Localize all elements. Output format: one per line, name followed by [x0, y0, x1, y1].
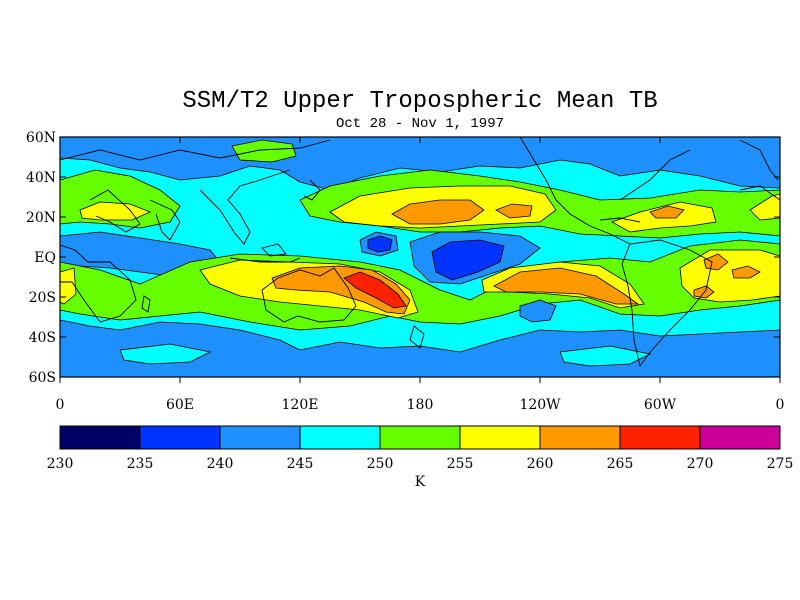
contour-north-orange-pacific: [391, 199, 485, 225]
lat-label: 20S: [29, 290, 56, 306]
colorbar-swatch: [59, 425, 141, 450]
colorbar-tick-label: 265: [607, 456, 634, 472]
colorbar-tick-label: 240: [207, 456, 234, 472]
contour-south-cyan-return-2: [559, 345, 652, 367]
lon-label: 120E: [282, 397, 319, 413]
colorbar-swatch: [299, 425, 381, 450]
lon-label: 0: [56, 397, 65, 413]
lat-label: EQ: [34, 250, 56, 266]
colorbar: 230 235 240 245 250 255 260 265 270 275: [47, 425, 794, 472]
contour-south-orange-atlantic-1: [703, 253, 729, 271]
colorbar-unit: K: [414, 474, 426, 490]
latitude-axis: 60N 40N 20N EQ 20S 40S 60S: [26, 130, 780, 386]
contour-south-orange-pacific: [493, 267, 640, 305]
contour-north-green-small: [231, 139, 297, 163]
contour-north-orange-small: [495, 203, 533, 219]
colorbar-swatch: [619, 425, 701, 450]
colorbar-tick-label: 260: [527, 456, 554, 472]
colorbar-swatch: [379, 425, 461, 450]
lat-label: 40N: [26, 170, 56, 186]
lat-label: 60N: [26, 130, 56, 146]
colorbar-tick-label: 275: [767, 456, 794, 472]
contour-eq-deepblue: [431, 239, 505, 281]
lon-label: 0: [776, 397, 785, 413]
colorbar-tick-label: 235: [127, 456, 154, 472]
longitude-axis: 0 60E 120E 180 120W 60W 0: [56, 137, 785, 413]
map-subtitle: Oct 28 - Nov 1, 1997: [335, 116, 505, 132]
lat-label: 60S: [29, 370, 56, 386]
lon-label: 120W: [519, 397, 561, 413]
contour-south-cyan-return: [119, 343, 212, 365]
colorbar-tick-label: 255: [447, 456, 474, 472]
contour-south-orange-atlantic-2: [731, 265, 761, 279]
colorbar-tick-label: 245: [287, 456, 314, 472]
lon-label: 180: [407, 397, 434, 413]
colorbar-tick-label: 270: [687, 456, 714, 472]
colorbar-swatch: [139, 425, 221, 450]
contour-north-yellow-east: [749, 193, 780, 221]
contour-south-blue-patch: [519, 299, 557, 323]
temperature-field: [60, 137, 780, 377]
contour-south-red-max: [343, 271, 407, 309]
colorbar-swatch: [219, 425, 301, 450]
contour-north-yellow-west: [79, 201, 152, 221]
colorbar-tick-label: 250: [367, 456, 394, 472]
map-title: SSM/T2 Upper Tropospheric Mean TB: [182, 88, 658, 115]
contour-eq-deepblue-small: [367, 235, 393, 253]
colorbar-swatch: [539, 425, 621, 450]
contour-south-yellow-west: [60, 267, 77, 305]
contour-north-orange-atlantic: [649, 205, 685, 219]
colorbar-tick-label: 230: [47, 456, 74, 472]
colorbar-swatch: [699, 425, 781, 450]
coastlines: [60, 137, 780, 368]
lat-label: 40S: [29, 330, 56, 346]
colorbar-swatch: [459, 425, 541, 450]
lon-label: 60W: [644, 397, 677, 413]
lat-label: 20N: [26, 210, 56, 226]
lon-label: 60E: [166, 397, 194, 413]
